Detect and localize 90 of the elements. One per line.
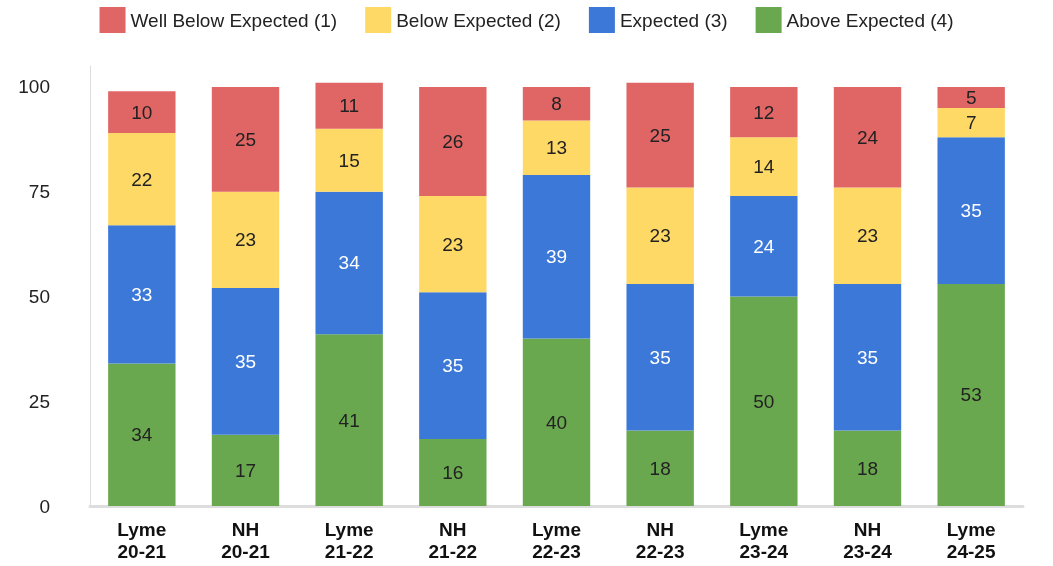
data-label: 17 <box>234 459 257 481</box>
bar <box>108 91 176 134</box>
x-tick-label: NH 22-23 <box>635 518 685 562</box>
bar <box>730 86 798 138</box>
bar <box>315 128 383 192</box>
bar <box>937 283 1005 506</box>
x-tick-label: Lyme 22-23 <box>532 518 581 562</box>
bar <box>626 430 694 506</box>
bar <box>315 334 383 506</box>
legend-label: Above Expected (4) <box>786 9 954 31</box>
bar <box>626 187 694 284</box>
data-label: 25 <box>649 124 671 146</box>
bar <box>833 430 902 506</box>
data-label: 25 <box>234 128 257 150</box>
data-label: 18 <box>856 457 879 479</box>
data-label: 10 <box>131 101 153 123</box>
bar <box>315 191 383 335</box>
data-label: 34 <box>131 424 153 446</box>
x-tick-label: Lyme 24-25 <box>946 518 996 562</box>
data-label: 23 <box>856 225 879 247</box>
data-label: 40 <box>545 411 568 433</box>
bar <box>211 434 280 506</box>
bar <box>937 86 1005 108</box>
data-label: 39 <box>545 246 568 268</box>
x-tick-label: Lyme 21-22 <box>324 518 374 562</box>
data-label: 53 <box>960 384 982 406</box>
bar <box>522 86 591 121</box>
bar <box>833 187 902 284</box>
data-label: 33 <box>131 283 153 305</box>
bar <box>626 283 694 431</box>
bar <box>626 82 694 188</box>
y-tick-label: 75 <box>28 181 50 203</box>
bar <box>419 195 487 293</box>
bar <box>211 288 280 435</box>
data-label: 12 <box>753 101 775 123</box>
data-label: 15 <box>338 149 360 171</box>
bar <box>211 86 280 192</box>
data-label: 35 <box>960 200 982 222</box>
data-label: 22 <box>131 168 153 190</box>
legend-label: Expected (3) <box>619 9 728 31</box>
y-tick-label: 50 <box>28 285 50 307</box>
data-label: 35 <box>234 350 257 372</box>
data-label: 5 <box>965 86 977 108</box>
bar <box>937 137 1005 284</box>
data-label: 35 <box>856 346 879 368</box>
bar <box>522 174 591 339</box>
data-label: 23 <box>442 233 464 255</box>
data-label: 34 <box>338 252 361 274</box>
legend-label: Below Expected (2) <box>396 9 561 31</box>
data-label: 35 <box>649 346 671 368</box>
data-label: 7 <box>965 112 977 134</box>
data-label: 18 <box>649 457 671 479</box>
bar <box>522 338 591 506</box>
data-label: 16 <box>442 461 464 483</box>
data-label: 24 <box>753 235 775 257</box>
legend-label: Well Below Expected (1) <box>130 9 338 31</box>
data-label: 13 <box>545 137 568 159</box>
data-label: 23 <box>234 229 257 251</box>
bar <box>833 283 902 431</box>
bar <box>108 133 176 226</box>
bar <box>108 225 176 364</box>
bar <box>730 195 798 297</box>
data-label: 23 <box>649 225 671 247</box>
bar <box>419 438 487 506</box>
data-label: 41 <box>338 409 360 431</box>
data-label: 8 <box>551 93 562 115</box>
bar <box>833 86 902 188</box>
y-tick-label: 100 <box>18 76 50 98</box>
y-tick-label: 0 <box>39 495 50 517</box>
x-tick-label: NH 23-24 <box>843 518 893 562</box>
bar <box>937 107 1005 138</box>
data-label: 11 <box>339 95 360 117</box>
x-tick-label: Lyme 20-21 <box>117 518 167 562</box>
bar <box>419 292 487 439</box>
data-label: 35 <box>442 355 464 377</box>
data-label: 14 <box>753 156 775 178</box>
data-label: 26 <box>442 130 464 152</box>
bar <box>522 120 591 175</box>
data-label: 24 <box>856 126 879 148</box>
bar <box>730 137 798 196</box>
bar <box>730 296 798 506</box>
data-label: 50 <box>753 390 775 412</box>
x-tick-label: Lyme 23-24 <box>739 518 789 562</box>
bar <box>108 363 176 506</box>
bar <box>211 191 280 289</box>
x-tick-label: NH 21-22 <box>428 518 478 562</box>
x-tick-label: NH 20-21 <box>221 518 271 562</box>
y-tick-label: 25 <box>28 390 50 412</box>
bar <box>315 82 383 129</box>
bar <box>419 86 487 196</box>
